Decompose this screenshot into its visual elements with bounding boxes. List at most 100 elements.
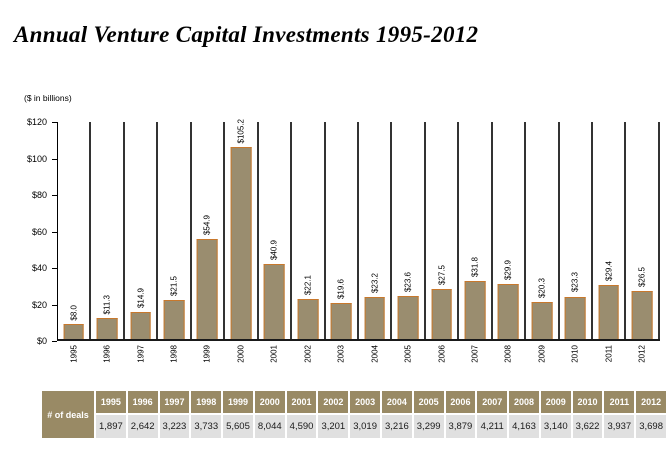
y-tick-label: $120 bbox=[26, 117, 47, 127]
table-deals-value-2001: 4,590 bbox=[286, 415, 317, 438]
x-tick-label-2008: 2008 bbox=[503, 345, 513, 363]
table-deals-value-2005: 3,299 bbox=[413, 415, 444, 438]
table-year-header-2006: 2006 bbox=[445, 391, 476, 413]
table-deals-value-1997: 3,223 bbox=[159, 415, 190, 438]
table-year-header-2012: 2012 bbox=[636, 391, 666, 413]
y-tick-mark bbox=[52, 304, 57, 306]
table-deals-value-2008: 4,163 bbox=[509, 415, 539, 438]
table-year-header-2007: 2007 bbox=[477, 391, 508, 413]
table-deals-value-2011: 3,937 bbox=[604, 415, 635, 438]
table-deals-value-2003: 3,019 bbox=[350, 415, 380, 438]
bar-value-label-2004: $23.2 bbox=[370, 272, 380, 293]
bar-value-label-1997: $14.9 bbox=[136, 287, 146, 308]
year-cell-1997: $14.9 1997 bbox=[125, 122, 159, 363]
deals-row-header: # of deals bbox=[42, 391, 94, 438]
table-year-header-2008: 2008 bbox=[509, 391, 539, 413]
y-tick-label: $80 bbox=[31, 190, 47, 200]
bar-value-label-1998: $21.5 bbox=[169, 275, 179, 296]
year-cell-2004: $23.2 2004 bbox=[359, 122, 393, 363]
year-cell-1995: $8.0 1995 bbox=[58, 122, 92, 363]
bar-value-label-2005: $23.6 bbox=[403, 271, 413, 292]
year-cell-2011: $29.4 2011 bbox=[593, 122, 627, 362]
year-cell-2007: $31.8 2007 bbox=[459, 122, 493, 363]
bar-value-label-2002: $22.1 bbox=[303, 274, 313, 295]
x-tick-label-2005: 2005 bbox=[403, 345, 413, 363]
bar-2010 bbox=[564, 296, 586, 339]
table-deals-value-2010: 3,622 bbox=[572, 415, 603, 438]
table-deals-value-2004: 3,216 bbox=[382, 415, 412, 438]
bar-2005 bbox=[397, 295, 419, 339]
bar-value-label-2009: $20.3 bbox=[537, 277, 547, 298]
year-cell-2012: $26.5 2012 bbox=[626, 122, 660, 363]
bar-2000 bbox=[230, 147, 252, 339]
year-cell-2010: $23.3 2010 bbox=[560, 122, 593, 363]
bar-value-label-1996: $11.3 bbox=[102, 294, 112, 315]
y-axis: $0 $20 $40 $60 $80 $100 $120 bbox=[0, 117, 57, 346]
x-tick-label-2002: 2002 bbox=[303, 345, 313, 363]
bar-2001 bbox=[263, 264, 285, 339]
table-year-header-2005: 2005 bbox=[413, 391, 444, 413]
table-year-header-1999: 1999 bbox=[223, 391, 253, 413]
x-tick-label-1999: 1999 bbox=[202, 345, 212, 363]
bar-value-label-2008: $29.9 bbox=[503, 260, 513, 281]
year-cell-1999: $54.9 1999 bbox=[192, 122, 226, 363]
year-cell-1998: $21.5 1998 bbox=[158, 122, 192, 363]
table-deals-value-1995: 1,897 bbox=[96, 415, 126, 438]
bar-value-label-2003: $19.6 bbox=[336, 279, 346, 300]
bar-1997 bbox=[130, 311, 151, 339]
y-tick-mark bbox=[52, 231, 57, 233]
bar-value-label-2012: $26.5 bbox=[637, 266, 647, 287]
year-cell-2000: $105.2 2000 bbox=[225, 118, 259, 363]
bar-value-label-2000: $105.2 bbox=[236, 118, 246, 143]
y-tick-label: $60 bbox=[31, 226, 47, 237]
y-tick-mark bbox=[52, 195, 57, 196]
bar-2009 bbox=[531, 302, 553, 339]
table-deals-value-2012: 3,698 bbox=[636, 415, 666, 438]
year-cell-2002: $22.1 2002 bbox=[292, 122, 326, 363]
bar-1998 bbox=[163, 299, 185, 339]
table-deals-value-1996: 2,642 bbox=[127, 415, 158, 438]
y-tick-label: $0 bbox=[36, 336, 47, 346]
table-deals-value-1998: 3,733 bbox=[191, 415, 222, 438]
bar-2011 bbox=[598, 285, 620, 339]
x-tick-label-2010: 2010 bbox=[570, 345, 580, 363]
bar-1996 bbox=[96, 318, 118, 339]
table-deals-value-1999: 5,605 bbox=[223, 415, 253, 438]
year-cell-2008: $29.9 2008 bbox=[493, 122, 527, 363]
x-tick-label-2007: 2007 bbox=[470, 345, 480, 363]
y-tick-label: $20 bbox=[31, 299, 47, 310]
x-tick-label-1997: 1997 bbox=[136, 345, 146, 363]
y-tick-label: $40 bbox=[31, 263, 47, 273]
bar-2003 bbox=[330, 303, 352, 339]
bar-1995 bbox=[63, 324, 85, 339]
table-year-header-2004: 2004 bbox=[382, 391, 412, 413]
table-year-header-2011: 2011 bbox=[604, 391, 635, 413]
table-year-header-1996: 1996 bbox=[127, 391, 158, 413]
x-tick-label-2000: 2000 bbox=[236, 345, 246, 363]
year-cell-2005: $23.6 2005 bbox=[392, 122, 426, 363]
y-tick-mark bbox=[52, 122, 57, 123]
table-year-header-2003: 2003 bbox=[350, 391, 380, 413]
bar-value-label-1999: $54.9 bbox=[202, 214, 212, 235]
bar-2004 bbox=[364, 296, 386, 339]
table-deals-value-2009: 3,140 bbox=[540, 415, 571, 438]
bar-value-label-2011: $29.4 bbox=[604, 261, 614, 282]
y-tick-mark bbox=[52, 268, 57, 269]
plot-area: $8.0 1995 $11.3 1996 $14.9 1997 $21.5 1998 $54.9… bbox=[57, 118, 660, 363]
table-deals-value-2006: 3,879 bbox=[445, 415, 476, 438]
year-cell-2003: $19.6 2003 bbox=[326, 122, 359, 363]
table-year-header-2010: 2010 bbox=[572, 391, 603, 413]
x-tick-label-2006: 2006 bbox=[437, 345, 447, 363]
table-year-header-2001: 2001 bbox=[286, 391, 317, 413]
bar-value-label-1995: $8.0 bbox=[69, 304, 79, 321]
bar-value-label-2001: $40.9 bbox=[269, 240, 279, 261]
x-tick-label-2004: 2004 bbox=[370, 345, 380, 363]
y-tick-label: $100 bbox=[26, 153, 47, 164]
table-year-header-1998: 1998 bbox=[191, 391, 222, 413]
table-deals-value-2007: 4,211 bbox=[477, 415, 508, 438]
year-cell-2006: $27.5 2006 bbox=[426, 122, 460, 363]
table-deals-value-2002: 3,201 bbox=[318, 415, 349, 438]
bar-value-label-2007: $31.8 bbox=[470, 256, 480, 277]
x-tick-label-2009: 2009 bbox=[537, 345, 547, 363]
table-year-header-1997: 1997 bbox=[159, 391, 190, 413]
